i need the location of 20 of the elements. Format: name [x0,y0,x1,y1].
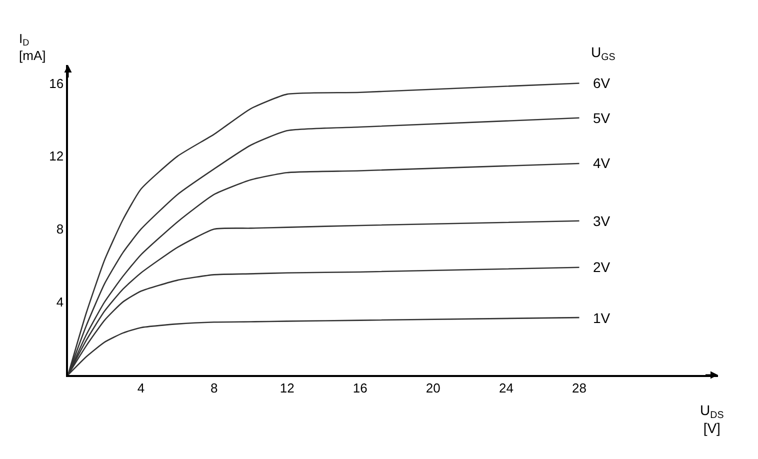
y-axis-title: I$_{D}$ [mA] [19,31,46,63]
x-axis-title: U$_{DS}$ [V] [700,402,724,436]
x-tick-label: 20 [426,380,440,396]
series-label: 2V [593,259,611,275]
y-tick-label: 12 [49,148,64,164]
series-label: 6V [593,75,611,91]
y-tick-label: 4 [56,294,64,310]
legend-title: U$_{GS}$ [591,44,616,63]
x-tick-label: 12 [280,380,294,396]
x-tick-label: 24 [498,380,514,396]
series-label: 4V [593,155,611,171]
series-label: 3V [593,213,611,229]
x-tick-label: 4 [137,380,145,396]
x-tick-label: 16 [352,380,368,396]
series-label: 1V [593,310,611,326]
x-tick-label: 28 [572,380,586,396]
y-tick-label: 16 [49,76,64,91]
series-label: 5V [593,110,611,126]
x-tick-label: 8 [210,380,218,396]
y-tick-label: 8 [56,222,64,237]
